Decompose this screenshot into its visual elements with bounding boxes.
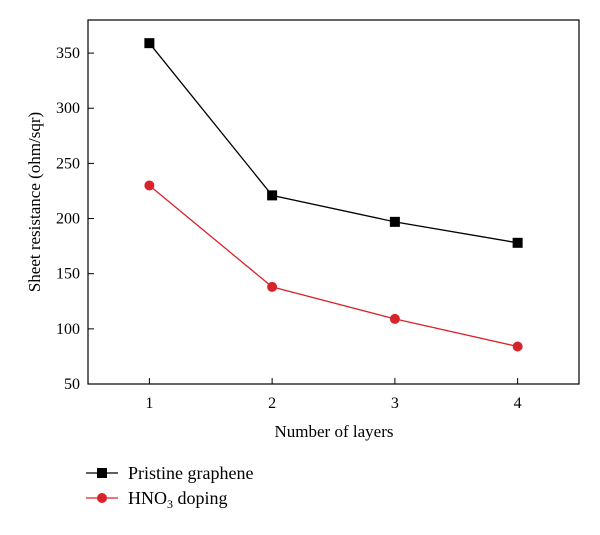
- y-axis-title: Sheet resistance (ohm/sqr): [25, 112, 44, 292]
- x-tick-label: 4: [514, 395, 522, 412]
- data-point-circle: [267, 281, 278, 292]
- legend-label-hno3-base: HNO: [128, 488, 167, 508]
- y-tick-label: 100: [56, 321, 80, 338]
- y-tick-label: 250: [56, 155, 80, 172]
- legend-marker-square: [97, 468, 107, 478]
- data-point-square: [267, 190, 278, 201]
- legend-label-hno3-sub: 3: [167, 497, 173, 511]
- data-point-square: [389, 216, 400, 227]
- data-point-square: [144, 38, 155, 49]
- legend-label-pristine: Pristine graphene: [128, 463, 253, 483]
- data-point-circle: [512, 341, 523, 352]
- x-axis-title: Number of layers: [275, 422, 394, 441]
- legend-label-hno3-rest: doping: [173, 488, 228, 508]
- legend: Pristine graphene HNO3 doping: [86, 463, 253, 511]
- legend-label-hno3: HNO3 doping: [128, 488, 228, 511]
- data-point-circle: [144, 180, 155, 191]
- y-tick-label: 300: [56, 100, 80, 117]
- data-point-square: [512, 237, 523, 248]
- series-line-0: [148, 42, 518, 244]
- y-tick-label: 350: [56, 45, 80, 62]
- x-tick-label: 1: [145, 395, 153, 412]
- y-tick-label: 150: [56, 266, 80, 283]
- x-tick-label: 2: [268, 395, 276, 412]
- data-point-circle: [389, 313, 400, 324]
- x-axis: 1 2 3 4: [145, 378, 522, 412]
- x-tick-label: 3: [391, 395, 399, 412]
- legend-item-pristine: Pristine graphene: [86, 463, 253, 483]
- y-axis: 50 100 150 200 250 300 350: [56, 45, 94, 393]
- y-tick-label: 50: [64, 376, 80, 393]
- plot-frame: [87, 19, 580, 385]
- legend-marker-circle: [97, 493, 107, 503]
- legend-item-hno3: HNO3 doping: [86, 488, 228, 511]
- series-layer: [144, 38, 523, 352]
- y-tick-label: 200: [56, 211, 80, 228]
- series-line-1: [148, 184, 518, 348]
